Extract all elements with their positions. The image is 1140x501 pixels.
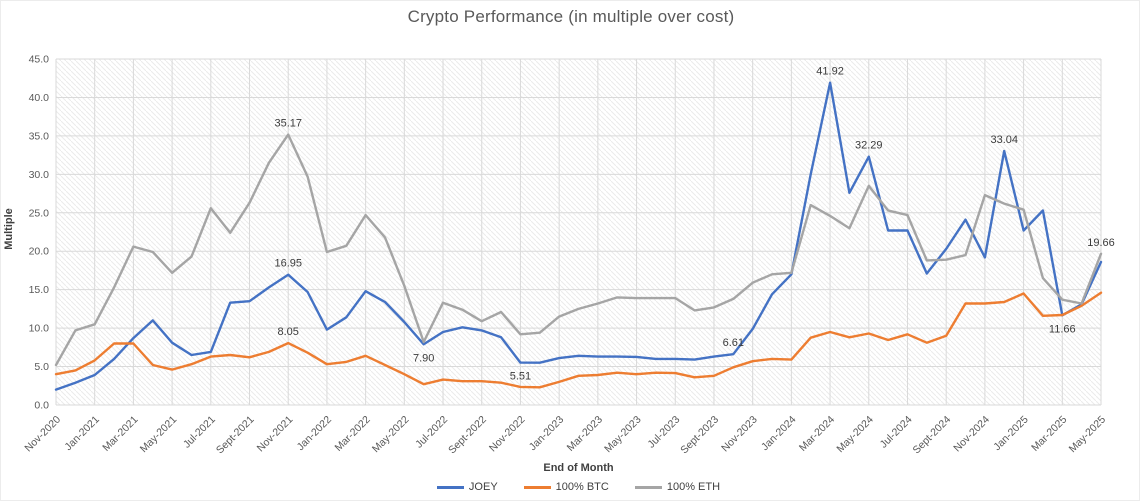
x-tick-label: Jan-2021 xyxy=(62,414,102,454)
data-label: 6.61 xyxy=(723,337,744,349)
data-label: 11.66 xyxy=(1049,323,1076,335)
data-label: 32.29 xyxy=(855,140,883,152)
x-tick-label: Nov-2022 xyxy=(487,414,528,455)
x-tick-label: Nov-2023 xyxy=(719,414,760,455)
x-tick-label: May-2025 xyxy=(1067,414,1109,456)
data-label: 7.90 xyxy=(413,352,434,364)
series-line-100-btc xyxy=(54,291,1103,389)
legend-item-joey: JOEY xyxy=(436,481,498,493)
y-tick-label: 0.0 xyxy=(34,400,49,412)
x-tick-label: Jul-2023 xyxy=(645,414,682,451)
legend-item-100-eth: 100% ETH xyxy=(634,481,721,493)
y-tick-label: 45.0 xyxy=(29,54,50,66)
data-label: 5.51 xyxy=(510,371,531,383)
x-tick-label: Jan-2024 xyxy=(759,414,799,454)
y-tick-label: 25.0 xyxy=(29,207,50,219)
data-label: 41.92 xyxy=(816,66,844,78)
x-tick-label: Mar-2025 xyxy=(1029,414,1069,454)
y-axis-title: Multiple xyxy=(3,208,15,250)
data-label: 16.95 xyxy=(274,258,302,270)
x-tick-label: Sept-2021 xyxy=(214,414,257,457)
x-tick-label: Jul-2024 xyxy=(878,414,915,451)
series-line-100-eth xyxy=(54,133,1103,367)
data-label: 19.66 xyxy=(1087,237,1115,249)
x-tick-label: Mar-2021 xyxy=(100,414,140,454)
chart-title: Crypto Performance (in multiple over cos… xyxy=(407,7,735,26)
x-tick-label: Nov-2024 xyxy=(951,414,992,455)
x-tick-label: Mar-2022 xyxy=(332,414,372,454)
x-tick-label: Mar-2023 xyxy=(565,414,605,454)
data-label: 35.17 xyxy=(274,118,302,130)
data-label: 33.04 xyxy=(990,134,1018,146)
legend-label: 100% BTC xyxy=(555,481,609,493)
y-tick-label: 15.0 xyxy=(29,284,50,296)
x-tick-label: May-2021 xyxy=(138,414,180,456)
x-tick-label: Jul-2022 xyxy=(413,414,450,451)
y-tick-label: 10.0 xyxy=(29,323,50,335)
y-tick-label: 35.0 xyxy=(29,130,50,142)
line-chart-plot-area: 0.0 5.0 10.0 15.0 20.0 25.0 30.0 35.0 40.0 45.0 No… xyxy=(22,54,1115,457)
plot-background xyxy=(56,59,1101,405)
legend-line-swatch xyxy=(523,485,551,489)
legend-label: 100% ETH xyxy=(666,481,721,493)
x-axis-title: End of Month xyxy=(543,462,614,474)
chart-legend: JOEY 100% BTC 100% ETH xyxy=(56,481,1101,493)
x-tick-label: Nov-2021 xyxy=(255,414,296,455)
y-tick-label: 30.0 xyxy=(29,169,50,181)
x-tick-label: May-2022 xyxy=(370,414,412,456)
legend-line-swatch xyxy=(436,485,464,489)
x-tick-label: Jan-2022 xyxy=(295,414,335,454)
x-tick-label: Nov-2020 xyxy=(22,414,63,455)
data-label: 8.05 xyxy=(278,326,299,338)
x-tick-label: Jan-2023 xyxy=(527,414,567,454)
x-tick-label: Sept-2024 xyxy=(911,414,954,457)
legend-line-swatch xyxy=(634,485,662,489)
x-tick-label: May-2024 xyxy=(834,414,876,456)
x-tick-label: Sept-2022 xyxy=(446,414,489,457)
y-tick-label: 40.0 xyxy=(29,92,50,104)
x-tick-label: May-2023 xyxy=(602,414,644,456)
series-line-joey xyxy=(54,81,1103,391)
x-tick-label: Jul-2021 xyxy=(181,414,218,451)
legend-label: JOEY xyxy=(468,481,498,493)
legend-item-100-btc: 100% BTC xyxy=(523,481,609,493)
x-tick-label: Mar-2024 xyxy=(797,414,837,454)
x-tick-label: Sept-2023 xyxy=(678,414,721,457)
y-tick-label: 20.0 xyxy=(29,246,50,258)
x-tick-label: Jan-2025 xyxy=(991,414,1031,454)
y-tick-label: 5.0 xyxy=(34,361,49,373)
